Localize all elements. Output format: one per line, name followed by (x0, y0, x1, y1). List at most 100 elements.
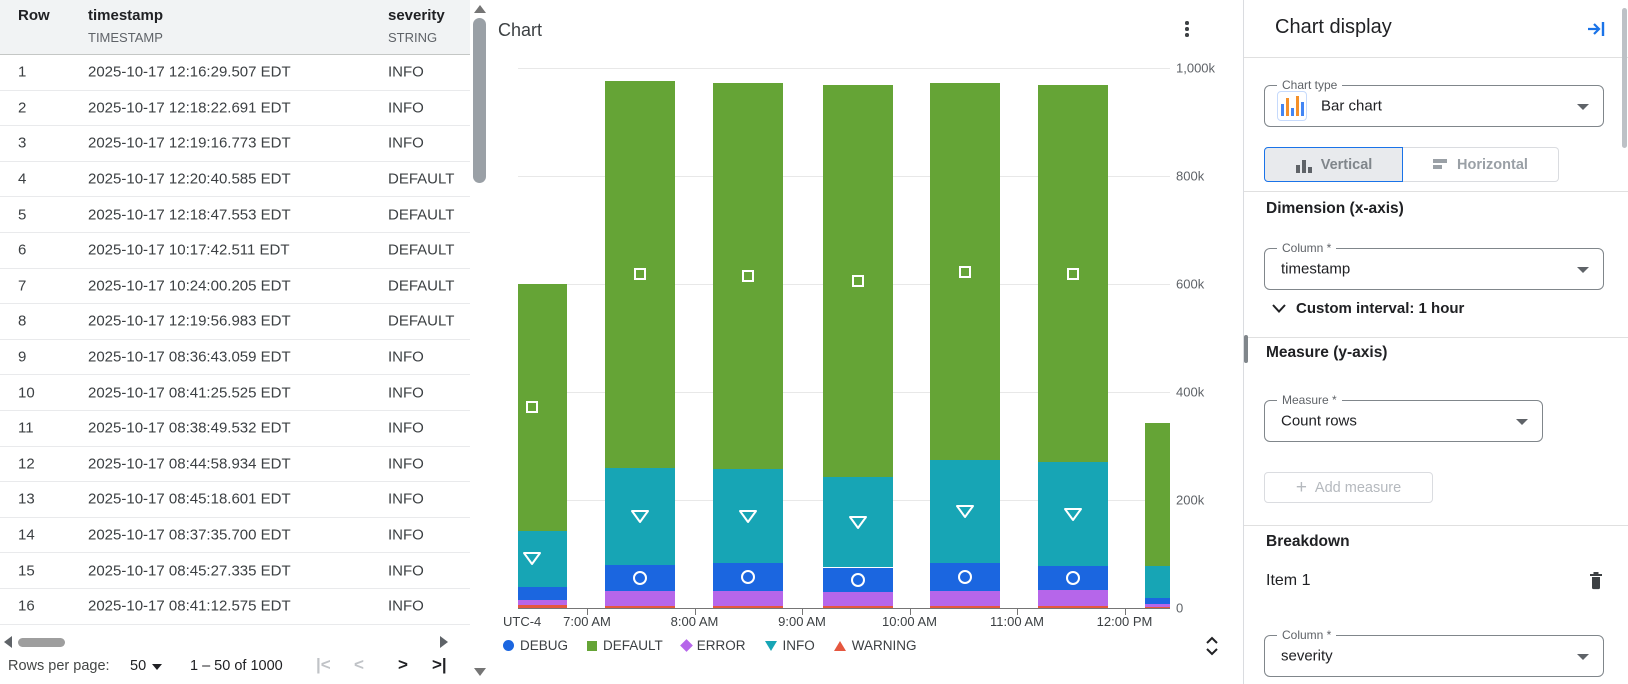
bar-segment-warning[interactable] (930, 605, 1000, 608)
bar-segment-warning[interactable] (518, 605, 567, 608)
hscroll-right-icon[interactable] (440, 636, 448, 648)
bar-segment-warning[interactable] (605, 605, 675, 608)
table-row[interactable]: 5 2025-10-17 12:18:47.553 EDT DEFAULT (0, 197, 470, 233)
legend-item-debug[interactable]: DEBUG (503, 638, 568, 653)
panel-resize-handle[interactable] (1244, 335, 1248, 363)
bar-segment-error[interactable] (518, 599, 567, 606)
bar-segment-debug[interactable] (713, 563, 783, 592)
chart-menu-icon[interactable] (1178, 21, 1196, 41)
rows-per-page-select[interactable]: 50 (130, 658, 147, 674)
bar-segment-default[interactable] (1038, 85, 1108, 463)
bar-segment-error[interactable] (605, 590, 675, 606)
table-row[interactable]: 7 2025-10-17 10:24:00.205 EDT DEFAULT (0, 268, 470, 305)
bar-segment-default[interactable] (713, 83, 783, 470)
table-row[interactable]: 9 2025-10-17 08:36:43.059 EDT INFO (0, 339, 470, 376)
legend-item-info[interactable]: INFO (764, 638, 815, 653)
table-row[interactable]: 3 2025-10-17 12:19:16.773 EDT INFO (0, 126, 470, 162)
prev-page-icon: < (354, 655, 364, 674)
table-row[interactable]: 11 2025-10-17 08:38:49.532 EDT INFO (0, 410, 470, 447)
bar-segment-error[interactable] (1145, 603, 1170, 608)
bar-segment-info[interactable] (605, 467, 675, 565)
bar-segment-default[interactable] (605, 80, 675, 468)
chart-type-select[interactable]: Chart type Bar chart (1264, 78, 1604, 127)
table-row[interactable]: 13 2025-10-17 08:45:18.601 EDT INFO (0, 482, 470, 518)
table-row[interactable]: 14 2025-10-17 08:37:35.700 EDT INFO (0, 517, 470, 554)
y-axis-label: 800k (1176, 168, 1205, 184)
bar-segment-info[interactable] (823, 476, 893, 568)
measure-select[interactable]: Measure * Count rows (1264, 393, 1543, 442)
legend-label: DEBUG (520, 638, 569, 653)
hscroll-left-icon[interactable] (4, 636, 12, 648)
breakdown-item-label: Item 1 (1266, 572, 1311, 589)
bar-segment-default[interactable] (823, 85, 893, 477)
bar-segment-warning[interactable] (713, 605, 783, 608)
cell-row-number: 12 (18, 455, 35, 473)
bar-segment-default[interactable] (1145, 422, 1170, 567)
table-row[interactable]: 6 2025-10-17 10:17:42.511 EDT DEFAULT (0, 232, 470, 269)
bar-segment-debug[interactable] (823, 567, 893, 592)
bar-segment-debug[interactable] (930, 562, 1000, 591)
chart-display-panel: Chart display Chart type Bar chart Verti… (1243, 0, 1628, 684)
bar-segment-error[interactable] (713, 591, 783, 606)
vertical-scrollbar[interactable] (473, 18, 486, 183)
bar-segment-info[interactable] (1038, 462, 1108, 566)
x-axis-label: 8:00 AM (670, 614, 719, 629)
vscroll-down-icon[interactable] (474, 668, 486, 676)
bar-segment-error[interactable] (1038, 590, 1108, 606)
table-row[interactable]: 4 2025-10-17 12:20:40.585 EDT DEFAULT (0, 161, 470, 198)
column-header-row[interactable]: Row (18, 7, 50, 24)
dimension-column-select[interactable]: Column * timestamp (1264, 241, 1604, 290)
x-axis-tick (909, 609, 911, 615)
column-header-timestamp[interactable]: timestamp (88, 7, 164, 24)
table-row[interactable]: 15 2025-10-17 08:45:27.335 EDT INFO (0, 553, 470, 589)
column-header-severity[interactable]: severity (388, 7, 445, 24)
last-page-icon[interactable]: >| (432, 655, 447, 674)
table-row[interactable]: 8 2025-10-17 12:19:56.983 EDT DEFAULT (0, 304, 470, 340)
bar-segment-info[interactable] (1145, 566, 1170, 599)
legend-item-warning[interactable]: WARNING (833, 638, 917, 653)
collapse-panel-icon[interactable] (1585, 18, 1607, 40)
settings-scrollbar[interactable] (1622, 8, 1627, 148)
bar-segment-debug[interactable] (1145, 598, 1170, 604)
bar-segment-info[interactable] (713, 469, 783, 564)
column-type-timestamp: TIMESTAMP (88, 30, 163, 45)
add-measure-button[interactable]: + Add measure (1264, 472, 1433, 503)
bar-segment-warning[interactable] (1038, 605, 1108, 608)
horizontal-scrollbar[interactable] (18, 638, 65, 647)
trash-icon[interactable] (1587, 571, 1605, 591)
breakdown-column-select[interactable]: Column * severity (1264, 628, 1604, 677)
cell-row-number: 10 (18, 384, 35, 402)
table-row[interactable]: 12 2025-10-17 08:44:58.934 EDT INFO (0, 446, 470, 483)
bar-segment-error[interactable] (930, 590, 1000, 606)
table-row[interactable]: 2 2025-10-17 12:18:22.691 EDT INFO (0, 90, 470, 127)
bar-segment-default[interactable] (930, 83, 1000, 461)
table-row[interactable]: 16 2025-10-17 08:41:12.575 EDT INFO (0, 588, 470, 625)
rows-per-page-caret-icon[interactable] (152, 664, 162, 670)
table-row[interactable]: 10 2025-10-17 08:41:25.525 EDT INFO (0, 375, 470, 411)
bar-segment-debug[interactable] (1038, 565, 1108, 591)
first-page-icon: |< (316, 655, 331, 674)
bar-segment-info[interactable] (518, 530, 567, 587)
bar-segment-error[interactable] (823, 591, 893, 606)
cell-severity: INFO (388, 134, 424, 152)
bar-segment-debug[interactable] (605, 564, 675, 591)
horizontal-toggle-button[interactable]: Horizontal (1403, 147, 1559, 182)
cell-timestamp: 2025-10-17 08:36:43.059 EDT (88, 348, 291, 366)
table-row[interactable]: 1 2025-10-17 12:16:29.507 EDT INFO (0, 55, 470, 91)
cell-row-number: 2 (18, 99, 27, 117)
cell-row-number: 11 (18, 419, 34, 437)
bar-segment-warning[interactable] (823, 605, 893, 608)
vscroll-up-icon[interactable] (474, 5, 486, 13)
next-page-icon[interactable]: > (398, 655, 408, 674)
legend-item-default[interactable]: DEFAULT (587, 638, 663, 653)
custom-interval-toggle[interactable]: Custom interval: 1 hour (1272, 300, 1464, 317)
bar-segment-info[interactable] (930, 460, 1000, 563)
vertical-toggle-button[interactable]: Vertical (1264, 147, 1403, 182)
unfold-chart-icon[interactable] (1204, 634, 1220, 658)
triangle-marker-icon (629, 507, 651, 525)
bar-segment-debug[interactable] (518, 586, 567, 600)
legend-item-error[interactable]: ERROR (679, 638, 746, 653)
cell-timestamp: 2025-10-17 12:16:29.507 EDT (88, 63, 291, 81)
bar-segment-warning[interactable] (1145, 607, 1170, 608)
cell-row-number: 8 (18, 312, 27, 330)
